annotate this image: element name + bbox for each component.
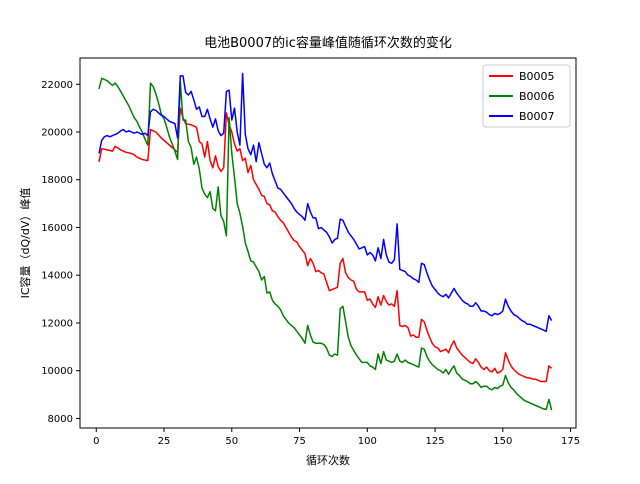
x-tick-label: 25 xyxy=(158,436,171,447)
series-layer xyxy=(98,72,553,411)
x-tick-label: 75 xyxy=(293,436,306,447)
series-line-b0007 xyxy=(98,72,553,333)
x-tick-label: 150 xyxy=(493,436,512,447)
y-tick-label: 14000 xyxy=(41,271,73,282)
x-tick-label: 125 xyxy=(426,436,445,447)
y-axis-title: IC容量（dQ/dV）峰值 xyxy=(18,188,32,299)
legend-frame xyxy=(482,64,571,128)
x-tick-label: 0 xyxy=(93,436,99,447)
x-axis-title: 循环次数 xyxy=(306,453,350,467)
series-line-b0006 xyxy=(98,77,553,411)
legend-label-b0005: B0005 xyxy=(519,70,555,83)
x-tick-label: 50 xyxy=(225,436,238,447)
y-tick-label: 20000 xyxy=(41,128,73,139)
y-tick-label: 12000 xyxy=(41,318,73,329)
y-tick-label: 18000 xyxy=(41,175,73,186)
y-tick-label: 22000 xyxy=(41,80,73,91)
x-axis: 0 25 50 75 100 125 150 175 xyxy=(93,428,580,447)
y-axis: 8000 10000 12000 14000 16000 18000 20000 22000 xyxy=(41,80,80,425)
x-tick-label: 175 xyxy=(561,436,580,447)
legend: B0005 B0006 B0007 xyxy=(482,64,571,128)
y-tick-label: 8000 xyxy=(48,414,73,425)
legend-label-b0006: B0006 xyxy=(519,90,555,103)
legend-label-b0007: B0007 xyxy=(519,110,555,123)
y-tick-label: 16000 xyxy=(41,223,73,234)
y-tick-label: 10000 xyxy=(41,366,73,377)
chart-title: 电池B0007的ic容量峰值随循环次数的变化 xyxy=(204,35,452,51)
x-tick-label: 100 xyxy=(358,436,377,447)
series-line-b0005 xyxy=(98,107,553,383)
